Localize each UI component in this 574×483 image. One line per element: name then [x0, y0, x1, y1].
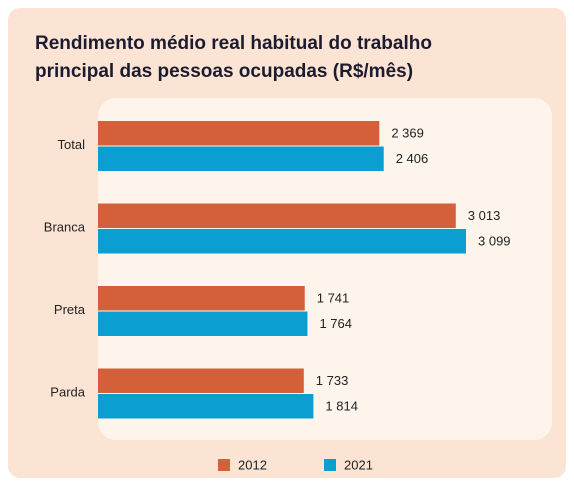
value-label: 1 764 [319, 316, 352, 331]
bar [98, 286, 305, 311]
value-label: 1 733 [316, 373, 349, 388]
value-label: 2 406 [396, 151, 429, 166]
legend-swatch [218, 459, 230, 471]
bar [98, 394, 314, 419]
legend-label: 2021 [344, 457, 373, 472]
value-label: 3 099 [478, 234, 511, 249]
bar [98, 311, 308, 336]
legend-label: 2012 [238, 457, 267, 472]
bar [98, 229, 466, 254]
legend-swatch [324, 459, 336, 471]
value-label: 2 369 [391, 126, 424, 141]
chart-title: Rendimento médio real habitual do trabal… [35, 33, 432, 82]
category-label: Parda [50, 384, 85, 399]
plot-panel [98, 98, 552, 440]
category-label: Total [58, 137, 86, 152]
bar [98, 368, 304, 393]
bar [98, 203, 456, 228]
category-label: Preta [54, 302, 86, 317]
value-label: 1 741 [317, 291, 350, 306]
category-label: Branca [44, 219, 86, 234]
bar [98, 146, 384, 171]
value-label: 1 814 [325, 399, 358, 414]
bar [98, 121, 380, 146]
value-label: 3 013 [468, 208, 501, 223]
